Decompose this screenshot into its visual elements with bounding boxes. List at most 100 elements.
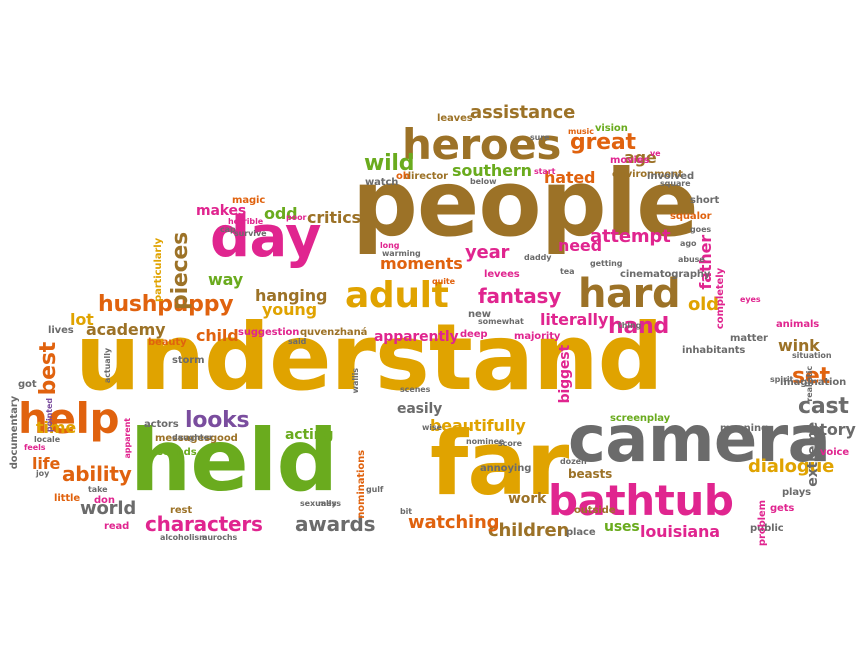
word-little: little — [54, 493, 81, 504]
word-plays: plays — [782, 487, 811, 498]
word-meaning: meaning — [720, 423, 769, 434]
word-children: children — [488, 520, 570, 541]
word-assistance: assistance — [470, 102, 576, 123]
word-work: work — [508, 491, 547, 507]
word-got: got — [18, 379, 37, 390]
word-ve: ve — [650, 149, 661, 158]
word-problem: problem — [757, 500, 768, 547]
word-inhabitants: inhabitants — [682, 345, 746, 356]
word-best: best — [36, 342, 61, 396]
word-biggest: biggest — [557, 345, 573, 404]
word-good: good — [210, 433, 238, 444]
word-wink: wink — [778, 336, 820, 355]
word-oh: oh — [396, 171, 410, 182]
word-year: year — [465, 242, 510, 263]
word-day: day — [210, 205, 322, 270]
word-uses: uses — [604, 519, 640, 535]
word-world: world — [80, 498, 137, 519]
word-said: said — [288, 337, 307, 346]
word-easily: easily — [397, 401, 443, 417]
word-moments: moments — [380, 254, 463, 273]
word-child: child — [196, 326, 239, 345]
word-mess: mess — [318, 499, 341, 508]
word-new: new — [468, 309, 491, 320]
word-levees: levees — [484, 269, 520, 280]
word-daughter: daughter — [172, 433, 213, 442]
word-apparent: apparent — [123, 418, 132, 459]
word-literally: literally — [540, 310, 609, 329]
word-abuse: abuse — [678, 255, 705, 264]
word-old: old — [688, 294, 719, 315]
word-dozen: dozen — [560, 457, 587, 466]
word-set: set — [792, 364, 830, 389]
word-imagination: imagination — [780, 377, 847, 388]
word-director: director — [404, 171, 449, 182]
word-great: great — [570, 130, 636, 155]
word-understand: understand — [75, 304, 664, 411]
word-young: young — [262, 300, 317, 319]
word-wise: wise — [422, 423, 443, 432]
word-hand: hand — [608, 314, 670, 339]
word-lives: lives — [48, 325, 74, 336]
word-below: below — [470, 177, 497, 186]
word-cap: cap — [220, 225, 236, 234]
word-horrible: horrible — [228, 217, 264, 226]
word-apparently: apparently — [374, 329, 459, 345]
word-vision: vision — [595, 123, 628, 134]
word-situation: situation — [792, 351, 832, 360]
word-camera: camera — [568, 403, 831, 477]
word-squalor: squalor — [670, 211, 712, 222]
word-watching: watching — [408, 512, 500, 533]
word-start: start — [534, 167, 556, 176]
word-hated: hated — [544, 168, 596, 187]
word-warming: warming — [382, 249, 421, 258]
word-animals: animals — [776, 319, 820, 330]
word-gets: gets — [770, 503, 795, 514]
word-deep: deep — [460, 329, 488, 340]
word-actually: actually — [103, 348, 112, 384]
word-suggestion: suggestion — [238, 327, 300, 338]
word-outside: outside — [574, 505, 616, 516]
word-people: people — [352, 150, 699, 257]
word-heroes: heroes — [402, 120, 561, 169]
word-characters: characters — [145, 512, 263, 536]
word-music: music — [568, 127, 594, 136]
word-don: don — [94, 495, 115, 506]
word-cinematography: cinematography — [620, 269, 711, 280]
word-screenplay: screenplay — [610, 413, 671, 424]
word-beautifully: beautifully — [430, 416, 526, 435]
word-daddy: daddy — [524, 253, 552, 262]
word-take: take — [88, 485, 108, 494]
word-spirit: spirit — [770, 375, 794, 384]
word-beasts: beasts — [568, 467, 613, 481]
word-beauty: beauty — [148, 337, 187, 348]
word-quite: quite — [432, 277, 456, 286]
word-tea: tea — [560, 267, 575, 276]
word-gulf: gulf — [366, 485, 384, 494]
word-public: public — [750, 523, 784, 534]
word-critics: critics — [307, 208, 361, 227]
word-storm: storm — [172, 355, 205, 366]
word-sexually: sexually — [300, 499, 337, 508]
word-involved: involved — [647, 171, 695, 182]
word-voice: voice — [820, 447, 850, 458]
word-environment: environment — [612, 169, 683, 180]
word-locale: locale — [34, 435, 61, 444]
word-nominee: nominee — [466, 437, 505, 446]
word-read: read — [104, 521, 130, 532]
word-odd: odd — [264, 204, 298, 223]
word-rest: rest — [170, 505, 193, 516]
word-sure: sure — [530, 133, 550, 142]
word-acting: acting — [285, 427, 334, 443]
word-long: long — [380, 241, 400, 250]
word-quvenzhan: quvenzhaná — [300, 327, 368, 338]
word-majority: majority — [514, 331, 561, 342]
word-wild: wild — [364, 151, 415, 176]
word-life: life — [32, 454, 61, 473]
word-survive: survive — [234, 229, 267, 238]
word-pieces: pieces — [168, 232, 193, 310]
word-movies: movies — [610, 155, 650, 166]
word-pointed: pointed — [45, 398, 54, 433]
word-held: held — [130, 411, 338, 511]
word-need: need — [558, 236, 602, 255]
